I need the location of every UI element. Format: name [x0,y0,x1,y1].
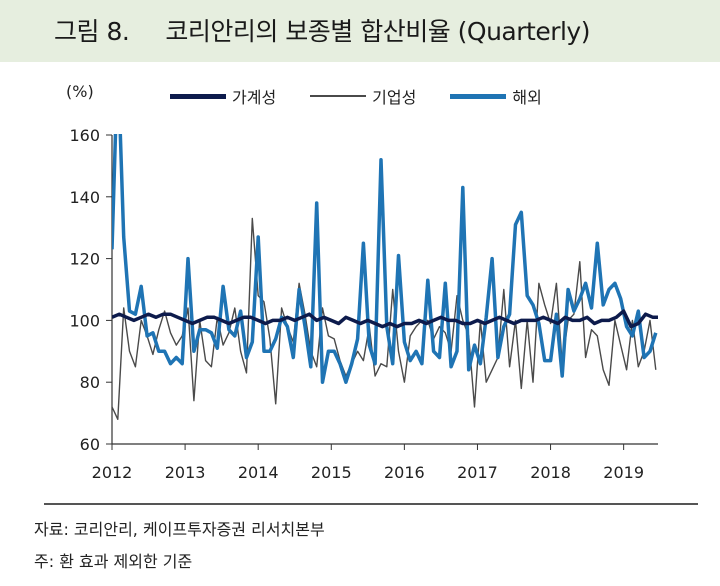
x-tick-label-2016: 2016 [384,463,425,482]
source-note: 자료: 코리안리, 케이프투자증권 리서치본부 [34,520,325,539]
series-household-line [112,309,658,329]
y-tick-label-80: 80 [80,373,100,392]
legend-item-corporate: 기업성 [310,84,416,108]
footnote: 주: 환 효과 제외한 기준 [34,552,193,571]
x-tick-label-2014: 2014 [238,463,279,482]
series-overseas-line [112,134,658,384]
legend-item-overseas: 해외 [450,84,542,108]
y-tick-label-160: 160 [69,126,100,145]
legend-swatch-overseas [450,93,507,99]
legend-item-household: 가계성 [170,84,276,108]
x-tick-label-2017: 2017 [457,463,498,482]
figure-header: 그림 8. 코리안리의 보종별 합산비율 (Quarterly) [0,0,720,62]
legend-label-overseas: 해외 [512,88,542,107]
figure-number: 그림 8. [54,17,130,46]
legend-label-household: 가계성 [232,88,277,107]
y-tick-label-120: 120 [69,250,100,269]
y-tick-label-100: 100 [69,311,100,330]
legend-swatch-corporate [310,95,367,97]
y-unit-label: (%) [66,82,94,101]
title-text: 코리안리의 보종별 합산비율 (Quarterly) [165,17,590,46]
chart-legend: 가계성 기업성 해외 [170,84,576,108]
chart-title: 그림 8. 코리안리의 보종별 합산비율 (Quarterly) [54,12,590,48]
x-tick-label-2013: 2013 [165,463,206,482]
x-tick-label-2018: 2018 [530,463,571,482]
x-tick-label-2012: 2012 [92,463,133,482]
x-tick-label-2019: 2019 [603,463,644,482]
y-tick-label-140: 140 [69,188,100,207]
legend-swatch-household [170,93,226,99]
x-tick-label-2015: 2015 [311,463,352,482]
y-tick-label-60: 60 [80,435,100,454]
footer-rule [44,503,698,505]
legend-label-corporate: 기업성 [372,88,417,107]
